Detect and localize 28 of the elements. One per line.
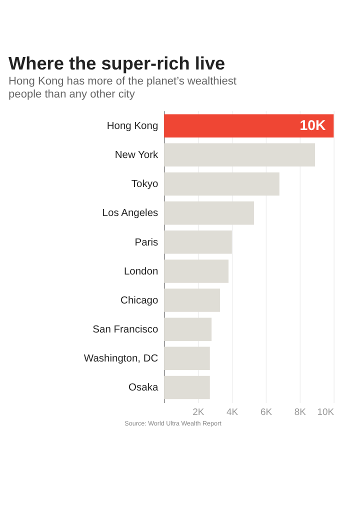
bar [164, 346, 210, 370]
y-tick-label: Paris [134, 237, 158, 248]
x-tick-label: 10K [317, 406, 335, 418]
y-tick-label: Tokyo [131, 179, 158, 190]
x-tick-label: 6K [260, 406, 273, 418]
chart-title: Where the super-rich live [8, 54, 226, 74]
x-tick-label: 2K [192, 406, 205, 418]
x-tick-label: 8K [294, 406, 307, 418]
bar [164, 230, 232, 254]
y-tick-label: New York [114, 150, 160, 162]
data-label: 10K [300, 118, 327, 134]
y-tick-label: Washington, DC [84, 354, 159, 365]
bar [164, 143, 316, 167]
bar [164, 114, 334, 138]
bar [164, 288, 220, 312]
y-tick-label: Osaka [128, 382, 158, 394]
x-tick-label: 4K [226, 406, 239, 418]
bar [164, 318, 212, 341]
chart-subtitle: Hong Kong has more of the planet’s wealthiest people than any other city [8, 76, 236, 100]
bar [164, 201, 254, 225]
y-tick-label: Los Angeles [102, 208, 158, 220]
bar [164, 376, 210, 400]
bar [164, 260, 229, 283]
y-tick-label: San Francisco [92, 324, 158, 336]
y-tick-label: London [124, 266, 158, 278]
y-tick-label: Hong Kong [106, 121, 158, 132]
bar [164, 172, 280, 196]
y-tick-label: Chicago [120, 295, 158, 306]
